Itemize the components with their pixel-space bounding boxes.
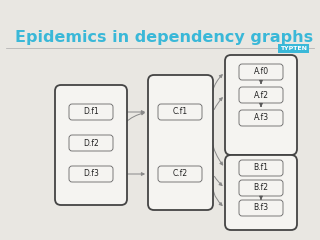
- Text: A.f3: A.f3: [253, 114, 268, 122]
- FancyBboxPatch shape: [239, 87, 283, 103]
- FancyBboxPatch shape: [158, 104, 202, 120]
- Text: B.f1: B.f1: [253, 163, 268, 173]
- FancyArrowPatch shape: [212, 177, 222, 205]
- FancyBboxPatch shape: [69, 135, 113, 151]
- FancyBboxPatch shape: [225, 155, 297, 230]
- Text: C.f2: C.f2: [172, 169, 188, 179]
- FancyArrowPatch shape: [211, 115, 223, 165]
- FancyBboxPatch shape: [158, 166, 202, 182]
- FancyArrowPatch shape: [214, 176, 222, 186]
- Text: D.f2: D.f2: [83, 138, 99, 148]
- FancyBboxPatch shape: [239, 64, 283, 80]
- Text: B.f2: B.f2: [253, 184, 268, 192]
- FancyArrowPatch shape: [260, 103, 262, 106]
- FancyArrowPatch shape: [114, 112, 144, 140]
- FancyArrowPatch shape: [214, 98, 222, 109]
- Text: Epidemics in dependency graphs: Epidemics in dependency graphs: [15, 30, 313, 45]
- Text: TYPTEN: TYPTEN: [280, 46, 307, 51]
- Text: A.f0: A.f0: [253, 67, 268, 77]
- FancyArrowPatch shape: [212, 75, 222, 109]
- FancyBboxPatch shape: [55, 85, 127, 205]
- Text: A.f2: A.f2: [253, 90, 268, 100]
- FancyBboxPatch shape: [239, 180, 283, 196]
- FancyBboxPatch shape: [225, 55, 297, 155]
- FancyArrowPatch shape: [116, 111, 144, 113]
- FancyBboxPatch shape: [239, 200, 283, 216]
- Text: D.f3: D.f3: [83, 169, 99, 179]
- Text: C.f1: C.f1: [172, 108, 188, 116]
- Text: B.f3: B.f3: [253, 204, 268, 212]
- FancyBboxPatch shape: [239, 110, 283, 126]
- FancyBboxPatch shape: [148, 75, 213, 210]
- FancyArrowPatch shape: [260, 196, 262, 199]
- FancyBboxPatch shape: [69, 104, 113, 120]
- Text: D.f1: D.f1: [83, 108, 99, 116]
- FancyArrowPatch shape: [116, 173, 144, 175]
- FancyBboxPatch shape: [69, 166, 113, 182]
- FancyBboxPatch shape: [239, 160, 283, 176]
- FancyArrowPatch shape: [260, 80, 262, 83]
